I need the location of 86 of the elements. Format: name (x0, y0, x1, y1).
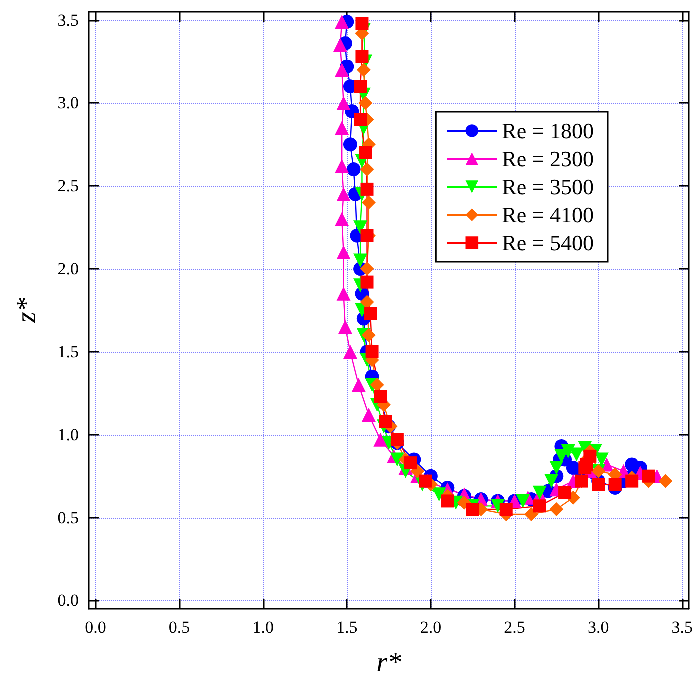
point (441, 494, 454, 508)
point (533, 500, 546, 513)
x-tick-label: 0.5 (168, 618, 190, 637)
point (360, 182, 374, 196)
point (374, 432, 388, 447)
x-tick-label: 3.5 (672, 618, 693, 637)
point (374, 390, 388, 404)
y-axis-title: z* (12, 298, 42, 324)
y-tick-label: 0.0 (58, 591, 79, 610)
x-tick-label: 3.0 (588, 618, 610, 637)
y-tick-label: 2.0 (58, 260, 79, 279)
point (356, 63, 371, 78)
point (352, 378, 366, 392)
point (561, 444, 576, 458)
x-tick-label: 2.0 (420, 618, 442, 637)
point (658, 474, 673, 488)
point (346, 162, 361, 177)
point (362, 196, 376, 210)
point (356, 17, 369, 30)
point (626, 474, 639, 488)
point (356, 50, 369, 64)
point (354, 80, 368, 94)
point (516, 494, 530, 508)
x-tick-label: 1.5 (336, 618, 358, 637)
legend-label: Re = 3500 (502, 174, 594, 200)
y-tick-label: 0.5 (58, 508, 79, 528)
point (360, 295, 374, 310)
point (336, 96, 351, 110)
point (404, 456, 418, 470)
point (335, 14, 350, 29)
legend-label: Re = 2300 (502, 146, 594, 172)
legend-label: Re = 5400 (502, 230, 594, 256)
point (584, 450, 597, 463)
point (362, 408, 376, 422)
point (578, 462, 592, 475)
y-tick-label: 1.0 (58, 425, 79, 444)
point (524, 507, 539, 522)
point (466, 503, 480, 516)
point (550, 461, 564, 476)
point (344, 138, 358, 152)
x-tick-label: 0.0 (85, 618, 106, 637)
point (419, 474, 432, 488)
point (338, 320, 352, 334)
y-tick-label: 2.5 (58, 176, 79, 196)
point (432, 488, 446, 502)
point (354, 220, 368, 235)
point (360, 162, 374, 177)
point (333, 38, 348, 52)
point (359, 146, 372, 160)
point (360, 276, 374, 289)
point (362, 328, 376, 342)
point (550, 502, 564, 516)
point (642, 470, 656, 483)
y-tick-label: 3.0 (58, 94, 79, 113)
point (354, 113, 368, 126)
x-tick-label: 1.0 (252, 618, 274, 637)
legend-label: Re = 4100 (502, 202, 594, 228)
point (544, 474, 559, 488)
point (343, 344, 358, 359)
point (500, 503, 513, 516)
x-tick-label: 2.5 (504, 618, 526, 637)
y-tick-label: 3.5 (58, 10, 79, 30)
point (336, 245, 351, 260)
point (335, 121, 350, 136)
point (336, 286, 351, 301)
point (336, 187, 351, 202)
x-axis-title: r* (376, 648, 402, 678)
point (360, 262, 374, 276)
point (335, 212, 350, 226)
point (608, 478, 622, 492)
point (364, 307, 378, 320)
point (390, 452, 404, 467)
point (335, 63, 350, 78)
point (490, 499, 505, 514)
point (558, 486, 572, 500)
point (370, 378, 384, 392)
point (592, 478, 606, 492)
point (335, 159, 350, 174)
point (354, 254, 368, 268)
point (358, 96, 373, 110)
y-tick-label: 1.5 (58, 342, 79, 362)
point (390, 433, 404, 446)
point (570, 448, 584, 462)
legend-label: Re = 1800 (502, 118, 594, 144)
point (379, 415, 392, 428)
point (366, 345, 379, 358)
